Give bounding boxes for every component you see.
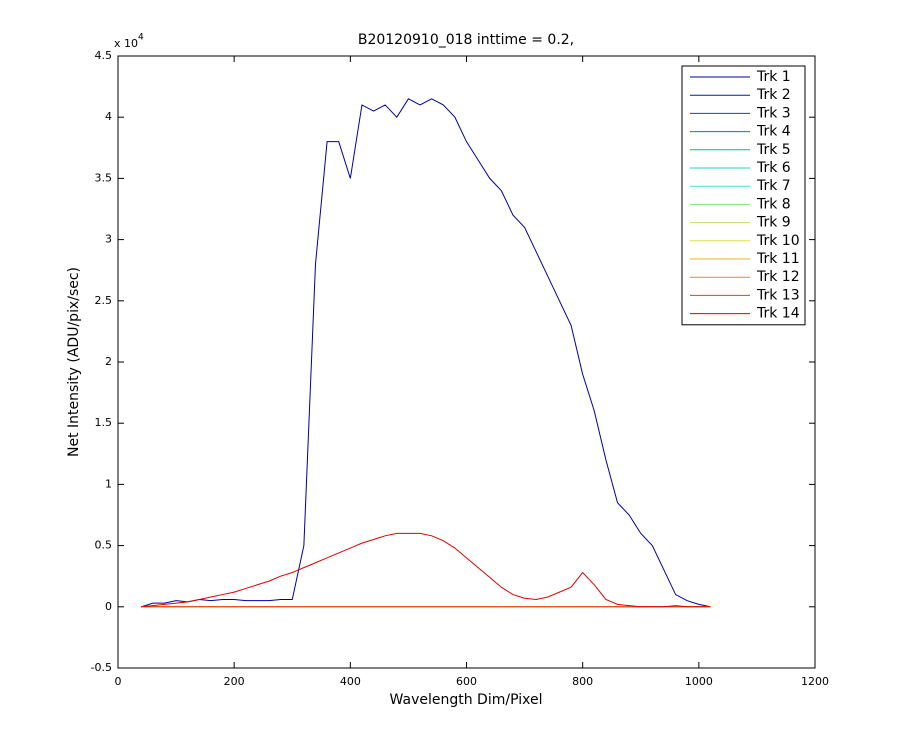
chart-title: B20120910_018 inttime = 0.2, <box>358 32 574 48</box>
legend-box <box>681 65 806 326</box>
x-tick-label: 1200 <box>801 675 829 688</box>
x-axis-label: Wavelength Dim/Pixel <box>390 692 543 708</box>
series-line <box>141 98 711 608</box>
y-tick-label: 0 <box>105 600 112 613</box>
y-tick-label: 1.5 <box>95 416 113 429</box>
legend-label: Trk 2 <box>756 87 791 103</box>
legend-label: Trk 7 <box>756 178 791 194</box>
legend-label: Trk 6 <box>756 160 791 176</box>
y-tick-label: 2 <box>105 355 112 368</box>
legend-label: Trk 8 <box>756 196 791 212</box>
legend-label: Trk 10 <box>756 233 800 249</box>
legend-label: Trk 14 <box>756 306 800 322</box>
legend-label: Trk 11 <box>756 251 800 267</box>
y-tick-label: 4.5 <box>95 49 113 62</box>
y-tick-label: 3 <box>105 233 112 246</box>
y-multiplier-exponent: 4 <box>138 33 144 43</box>
y-multiplier: x 10 <box>114 37 138 50</box>
x-tick-label: 1000 <box>685 675 713 688</box>
legend-label: Trk 4 <box>756 124 791 140</box>
y-tick-label: -0.5 <box>91 661 112 674</box>
y-axis-label: Net Intensity (ADU/pix/sec) <box>66 267 82 457</box>
x-tick-label: 0 <box>115 675 122 688</box>
series-line <box>141 532 711 608</box>
x-tick-label: 800 <box>572 675 593 688</box>
x-tick-label: 600 <box>456 675 477 688</box>
legend-label: Trk 3 <box>756 105 791 121</box>
legend-label: Trk 13 <box>756 287 800 303</box>
legend-label: Trk 12 <box>756 269 800 285</box>
y-tick-label: 1 <box>105 477 112 490</box>
legend-label: Trk 5 <box>756 142 791 158</box>
y-tick-label: 0.5 <box>95 539 113 552</box>
y-tick-label: 2.5 <box>95 294 113 307</box>
x-tick-label: 200 <box>224 675 245 688</box>
x-tick-label: 400 <box>340 675 361 688</box>
legend-label: Trk 9 <box>756 215 791 231</box>
legend-label: Trk 1 <box>756 69 791 85</box>
y-tick-label: 3.5 <box>95 171 113 184</box>
y-tick-label: 4 <box>105 110 112 123</box>
